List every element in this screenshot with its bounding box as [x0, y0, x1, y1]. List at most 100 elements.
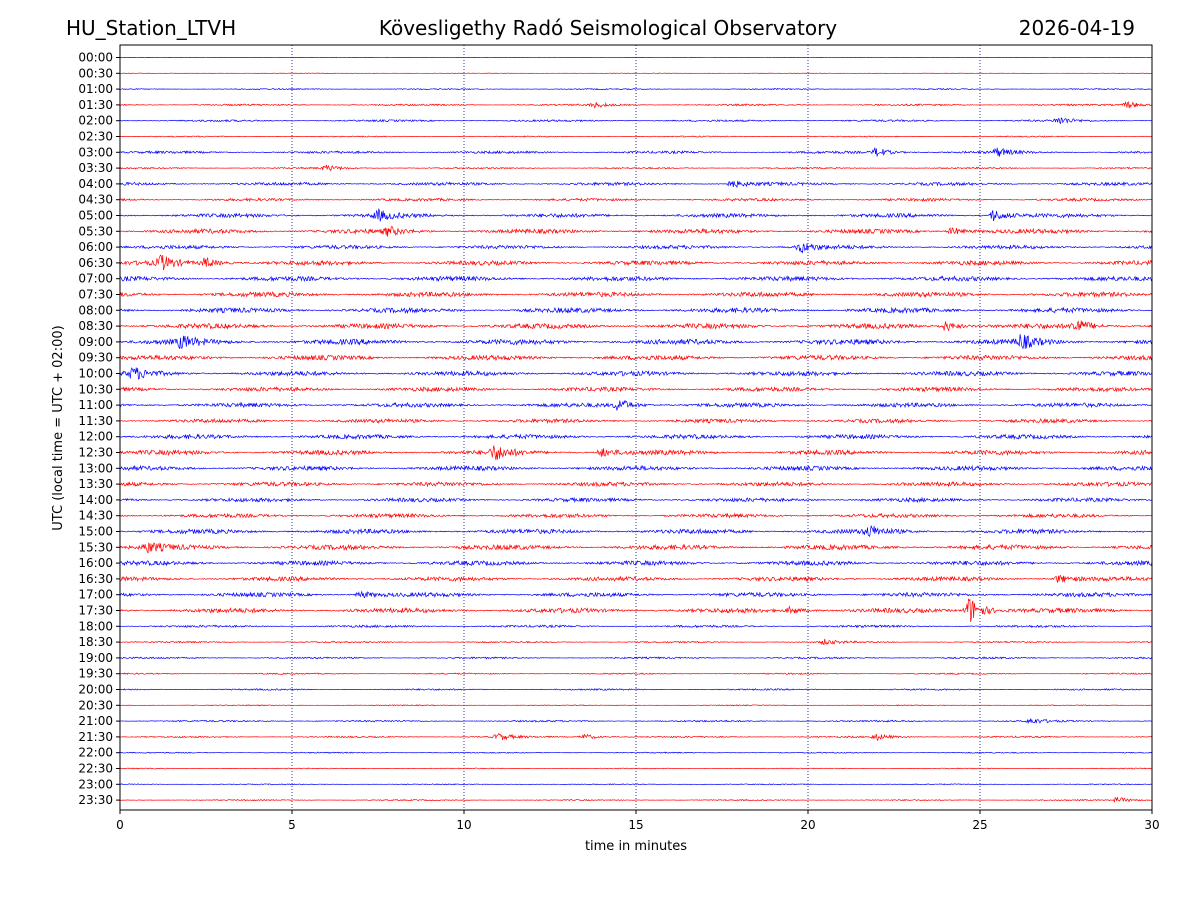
y-tick-label: 08:30 [78, 319, 113, 333]
y-tick-label: 10:30 [78, 382, 113, 396]
trace-1430 [119, 512, 1153, 519]
y-tick-label: 15:00 [78, 525, 113, 539]
y-tick-label: 21:00 [78, 714, 113, 728]
y-tick-label: 22:30 [78, 762, 113, 776]
trace-0930 [119, 354, 1153, 362]
y-tick-label: 06:00 [78, 240, 113, 254]
y-tick-label: 20:30 [78, 698, 113, 712]
trace-1330 [119, 480, 1153, 488]
x-tick-label: 25 [972, 818, 987, 832]
trace-2000 [119, 688, 1153, 691]
y-tick-label: 03:30 [78, 161, 113, 175]
trace-0400 [119, 180, 1153, 189]
trace-0330 [119, 164, 1153, 172]
y-tick-label: 00:00 [78, 51, 113, 65]
y-tick-label: 04:30 [78, 193, 113, 207]
y-tick-label: 10:00 [78, 367, 113, 381]
trace-1630 [119, 574, 1153, 583]
trace-0600 [119, 243, 1153, 254]
trace-2030 [119, 704, 1153, 707]
observatory-title: Kövesligethy Radó Seismological Observat… [379, 16, 837, 40]
plot-frame [119, 44, 1153, 811]
y-tick-label: 22:00 [78, 746, 113, 760]
trace-1500 [119, 525, 1153, 537]
y-tick-label: 00:30 [78, 66, 113, 80]
trace-2200 [119, 751, 1153, 754]
trace-0430 [119, 197, 1153, 203]
trace-2330 [119, 797, 1153, 803]
trace-2100 [119, 717, 1153, 725]
x-tick-label: 15 [628, 818, 643, 832]
trace-0500 [119, 208, 1153, 222]
y-tick-label: 13:30 [78, 477, 113, 491]
trace-1200 [119, 433, 1153, 441]
trace-2300 [119, 783, 1153, 786]
trace-0830 [119, 320, 1153, 332]
trace-1600 [119, 559, 1153, 567]
y-tick-label: 18:30 [78, 635, 113, 649]
y-tick-label: 11:00 [78, 398, 113, 412]
trace-0800 [119, 306, 1153, 315]
y-tick-label: 09:00 [78, 335, 113, 349]
trace-1100 [119, 399, 1153, 411]
y-tick-label: 13:00 [78, 461, 113, 475]
trace-1030 [119, 386, 1153, 393]
trace-1230 [119, 445, 1153, 461]
trace-0100 [119, 87, 1153, 91]
y-tick-label: 14:00 [78, 493, 113, 507]
x-tick-label: 30 [1144, 818, 1159, 832]
trace-1830 [119, 638, 1153, 646]
y-tick-label: 14:30 [78, 509, 113, 523]
y-tick-label: 23:00 [78, 777, 113, 791]
y-tick-label: 15:30 [78, 540, 113, 554]
y-tick-label: 20:00 [78, 683, 113, 697]
y-tick-label: 11:30 [78, 414, 113, 428]
x-tick-label: 5 [288, 818, 296, 832]
trace-0130 [119, 101, 1153, 109]
y-tick-label: 04:00 [78, 177, 113, 191]
y-tick-label: 09:30 [78, 351, 113, 365]
y-tick-label: 07:00 [78, 272, 113, 286]
trace-0730 [119, 291, 1153, 299]
x-tick-label: 0 [116, 818, 124, 832]
trace-0200 [119, 117, 1153, 125]
y-tick-label: 21:30 [78, 730, 113, 744]
trace-1000 [119, 367, 1153, 380]
y-tick-label: 01:30 [78, 98, 113, 112]
y-tick-label: 19:00 [78, 651, 113, 665]
y-tick-label: 05:00 [78, 209, 113, 223]
y-axis-label: UTC (local time = UTC + 02:00) [51, 325, 66, 530]
trace-0300 [119, 146, 1153, 157]
y-tick-label: 19:30 [78, 667, 113, 681]
chart-date: 2026-04-19 [1019, 16, 1135, 40]
y-tick-label: 17:00 [78, 588, 113, 602]
y-tick-label: 08:00 [78, 303, 113, 317]
y-tick-label: 16:30 [78, 572, 113, 586]
x-axis-label: time in minutes [585, 839, 687, 854]
trace-1930 [119, 672, 1153, 676]
trace-0900 [119, 334, 1153, 350]
x-tick-label: 20 [800, 818, 815, 832]
trace-1800 [119, 624, 1153, 629]
y-tick-label: 12:30 [78, 446, 113, 460]
trace-1730 [119, 598, 1153, 622]
y-tick-label: 02:00 [78, 114, 113, 128]
trace-1300 [119, 464, 1153, 472]
y-tick-label: 16:00 [78, 556, 113, 570]
y-tick-label: 23:30 [78, 793, 113, 807]
trace-1130 [119, 417, 1153, 425]
y-tick-label: 02:30 [78, 130, 113, 144]
y-tick-label: 06:30 [78, 256, 113, 270]
trace-2130 [119, 732, 1153, 742]
trace-0630 [119, 254, 1153, 271]
x-tick-label: 10 [456, 818, 471, 832]
trace-0700 [119, 275, 1153, 283]
y-tick-label: 18:00 [78, 619, 113, 633]
trace-1530 [119, 542, 1153, 554]
trace-0230 [119, 135, 1153, 138]
y-tick-label: 12:00 [78, 430, 113, 444]
y-tick-label: 07:30 [78, 288, 113, 302]
y-tick-label: 05:30 [78, 224, 113, 238]
